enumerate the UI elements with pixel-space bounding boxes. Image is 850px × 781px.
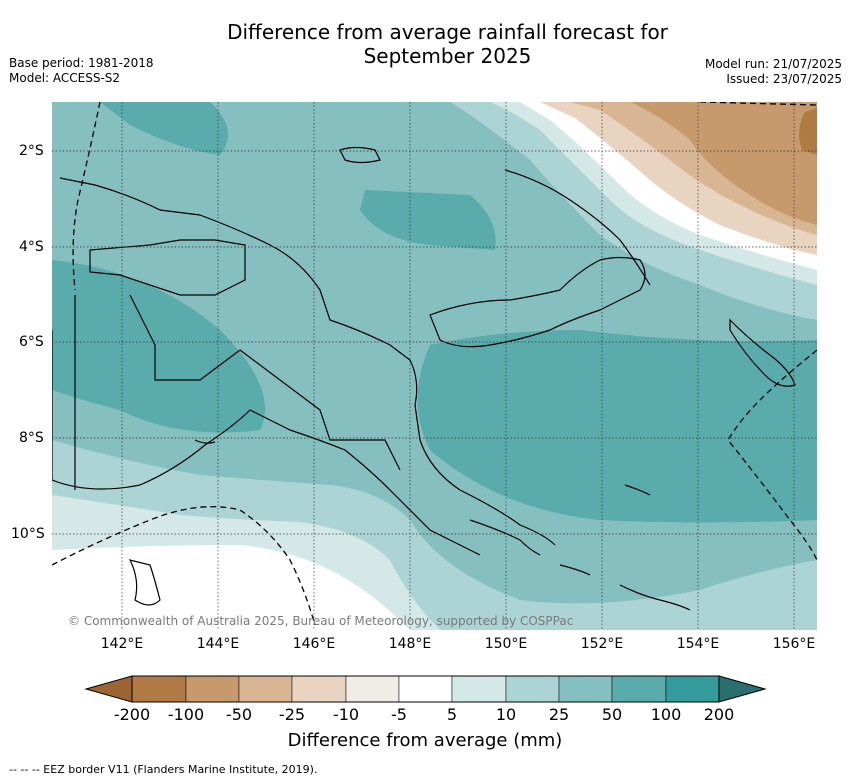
new-ireland (504, 169, 651, 286)
colorbar-tick: -25 (278, 705, 306, 724)
colorbar-tick: -50 (225, 705, 253, 724)
anomaly-field (52, 102, 817, 630)
colorbar-bin-3 (238, 675, 293, 703)
new-guinea-north-coast (59, 177, 556, 546)
colorbar-bin-7 (451, 675, 507, 703)
colorbar-bin-1 (131, 675, 187, 703)
band-dry-100 (799, 108, 817, 155)
colorbar-bin-8 (505, 675, 560, 703)
cape-york (128, 559, 161, 606)
colorbar-tick: 25 (548, 705, 570, 724)
colorbar-tick: 100 (650, 705, 682, 724)
eez-south (52, 506, 316, 626)
colorbar-bin-4 (291, 675, 347, 703)
lon-label-148: 148°E (388, 636, 432, 652)
lat-label-2s: 2°S (19, 143, 44, 159)
small-islands (194, 439, 651, 496)
lon-label-154: 154°E (676, 636, 720, 652)
colorbar-tick: 50 (601, 705, 623, 724)
run-info: Model run: 21/07/2025 Issued: 23/07/2025 (705, 57, 842, 87)
colorbar-tick: -5 (391, 705, 407, 724)
land-outlines (52, 146, 796, 611)
colorbar-bin-2 (185, 675, 240, 703)
eez-borders (52, 102, 817, 626)
eez-footnote: -- -- -- EEZ border V11 (Flanders Marine… (9, 763, 318, 776)
eez-west (72, 102, 101, 291)
eez-east (727, 349, 817, 561)
lat-label-10s: 10°S (11, 526, 45, 542)
manus-island (339, 146, 381, 164)
band-dry-50 (630, 102, 817, 225)
lon-label-144: 144°E (196, 636, 240, 652)
southeast-islands (469, 519, 691, 611)
lon-label-142: 142°E (100, 636, 144, 652)
lat-label-4s: 4°S (19, 239, 44, 255)
colorbar-frame (131, 675, 720, 703)
issued-date: Issued: 23/07/2025 (726, 72, 842, 86)
colorbar-cap-high (718, 675, 767, 703)
title-line-2: September 2025 (363, 44, 532, 68)
band-neutral-sw (52, 545, 410, 630)
model-name: Model: ACCESS-S2 (9, 71, 121, 85)
lon-label-146: 146°E (292, 636, 336, 652)
colorbar-tick: 5 (446, 705, 458, 724)
base-period: Base period: 1981-2018 (9, 56, 154, 70)
lon-label-152: 152°E (580, 636, 624, 652)
colorbar-title: Difference from average (mm) (287, 730, 563, 751)
model-run: Model run: 21/07/2025 (704, 57, 842, 71)
colorbar-bin-6 (398, 675, 453, 703)
colorbar-tick: -100 (167, 705, 205, 724)
new-guinea-south-coast (52, 330, 481, 556)
model-info: Base period: 1981-2018 Model: ACCESS-S2 (9, 56, 154, 86)
colorbar-bin-10 (611, 675, 667, 703)
lon-label-150: 150°E (484, 636, 528, 652)
lon-label-156: 156°E (772, 636, 816, 652)
graticule (52, 102, 817, 630)
province-borders (74, 294, 401, 490)
band-50-100-central (360, 190, 496, 250)
lat-label-8s: 8°S (19, 430, 44, 446)
band-50-100-west (52, 102, 265, 433)
province-border-1 (89, 239, 246, 296)
bougainville (729, 318, 796, 387)
new-britain (429, 256, 646, 348)
colorbar-tick: 10 (495, 705, 517, 724)
colorbar-cap-low (84, 675, 133, 703)
colorbar-bin-5 (345, 675, 400, 703)
copyright-notice: © Commonwealth of Australia 2025, Bureau… (68, 614, 574, 628)
colorbar-bin-11 (665, 675, 720, 703)
band-50-100-north (100, 102, 228, 155)
colorbar (84, 675, 767, 703)
map-title: Difference from average rainfall forecas… (0, 20, 850, 68)
colorbar-bin-9 (558, 675, 613, 703)
colorbar-tick: -200 (113, 705, 151, 724)
lat-label-6s: 6°S (19, 334, 44, 350)
band-50-100-east (417, 330, 817, 523)
title-line-1: Difference from average rainfall forecas… (227, 20, 668, 44)
colorbar-tick: 200 (703, 705, 735, 724)
colorbar-tick: -10 (332, 705, 360, 724)
